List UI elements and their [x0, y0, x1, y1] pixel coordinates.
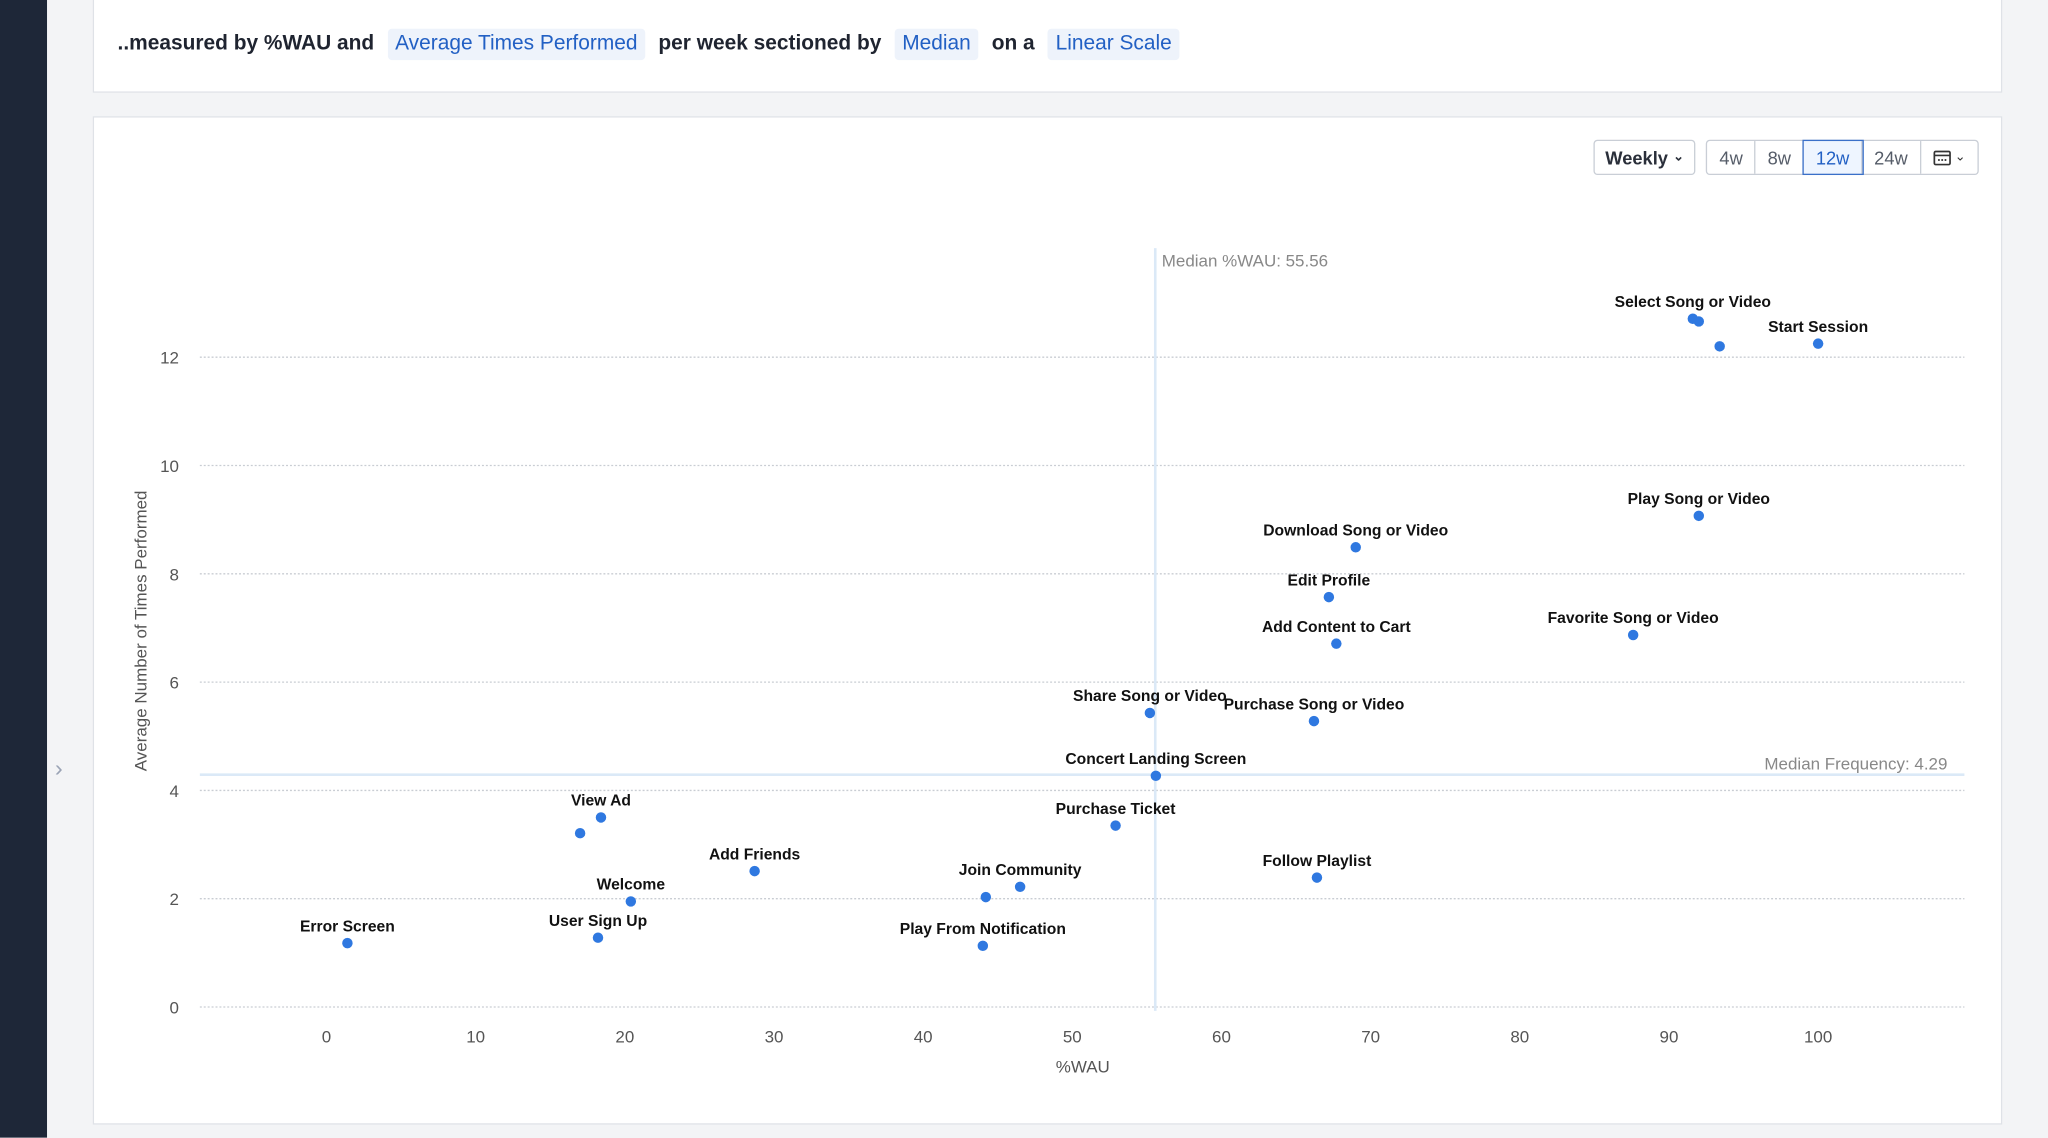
range-4w[interactable]: 4w	[1708, 141, 1756, 174]
data-point-label: Start Session	[1768, 319, 1868, 336]
data-point	[980, 891, 992, 903]
range-12w[interactable]: 12w	[1802, 139, 1864, 176]
data-point	[625, 896, 637, 907]
data-point	[749, 865, 760, 877]
range-8w[interactable]: 8w	[1756, 141, 1805, 174]
y-tick-label: 6	[170, 674, 179, 693]
data-point	[595, 812, 607, 823]
data-point-label: Add Content to Cart	[1262, 619, 1411, 636]
range-selector: 4w 8w 12w 24w ⌄	[1706, 139, 1979, 176]
data-point-label: Purchase Ticket	[1056, 801, 1177, 818]
range-24w[interactable]: 24w	[1862, 141, 1921, 174]
y-axis-title: Average Number of Times Performed	[131, 490, 150, 771]
date-picker-button[interactable]: ⌄	[1921, 141, 1978, 174]
data-point-label: Follow Playlist	[1263, 853, 1373, 870]
x-tick-label: 70	[1361, 1027, 1380, 1046]
median-frequency-label: Median Frequency: 4.29	[1764, 754, 1947, 773]
section-selector[interactable]: Median	[894, 28, 979, 61]
y-tick-label: 8	[170, 565, 179, 584]
data-point-label: Concert Landing Screen	[1065, 751, 1246, 768]
calendar-icon	[1933, 150, 1951, 166]
x-tick-label: 0	[322, 1027, 331, 1046]
data-point-label: Download Song or Video	[1263, 523, 1448, 540]
data-point-label: Edit Profile	[1288, 572, 1371, 589]
y-tick-label: 0	[170, 999, 179, 1018]
x-tick-label: 80	[1510, 1027, 1529, 1046]
x-tick-label: 100	[1804, 1027, 1832, 1046]
data-point	[342, 937, 353, 949]
data-point-label: Error Screen	[300, 918, 395, 935]
y-tick-label: 12	[160, 349, 179, 368]
x-tick-label: 10	[466, 1027, 485, 1046]
query-summary-card: ..measured by %WAU and Average Times Per…	[92, 0, 2003, 93]
data-point	[1693, 510, 1705, 522]
data-point	[574, 827, 586, 839]
query-middle: per week sectioned by	[658, 32, 882, 55]
data-point-label: View Ad	[571, 793, 631, 810]
data-point	[1714, 341, 1725, 352]
scale-selector[interactable]: Linear Scale	[1047, 28, 1180, 61]
data-point	[1311, 872, 1323, 883]
y-tick-label: 10	[160, 457, 179, 476]
query-sentence: ..measured by %WAU and Average Times Per…	[117, 28, 1180, 61]
y-tick-label: 4	[170, 782, 179, 801]
data-point-label: Add Friends	[709, 846, 801, 863]
data-point-label: User Sign Up	[549, 913, 647, 930]
x-tick-label: 20	[615, 1027, 634, 1046]
data-point	[1693, 316, 1705, 327]
chart-card: Weekly ⌄ 4w 8w 12w 24w ⌄	[92, 116, 2003, 1125]
data-point-label: Select Song or Video	[1615, 294, 1771, 311]
sidebar	[0, 0, 48, 1138]
data-point-label: Welcome	[597, 877, 666, 894]
data-point	[1331, 638, 1342, 649]
data-point	[1350, 542, 1361, 553]
chevron-down-icon: ⌄	[1954, 150, 1966, 165]
chevron-down-icon: ⌄	[1673, 150, 1685, 165]
data-point	[1144, 707, 1156, 719]
query-prefix: ..measured by %WAU and	[117, 32, 375, 55]
data-point-label: Play Song or Video	[1628, 491, 1770, 508]
x-tick-label: 30	[765, 1027, 784, 1046]
data-point-label: Play From Notification	[900, 921, 1066, 938]
data-point	[1323, 591, 1335, 603]
y-tick-label: 2	[170, 890, 179, 909]
interval-value: Weekly	[1605, 146, 1668, 168]
x-tick-label: 90	[1660, 1027, 1679, 1046]
data-point	[592, 932, 604, 943]
metric-selector[interactable]: Average Times Performed	[387, 28, 646, 61]
data-point-label: Join Community	[959, 862, 1082, 879]
data-point-label: Purchase Song or Video	[1224, 696, 1405, 713]
data-point	[1308, 715, 1320, 727]
data-point-label: Favorite Song or Video	[1548, 610, 1719, 627]
median-wau-label: Median %WAU: 55.56	[1162, 251, 1328, 270]
interval-dropdown[interactable]: Weekly ⌄	[1593, 139, 1696, 176]
data-point	[1627, 629, 1639, 641]
query-on: on a	[991, 32, 1035, 55]
data-point	[977, 940, 989, 952]
x-tick-label: 60	[1212, 1027, 1231, 1046]
data-point	[1110, 820, 1121, 831]
data-point	[1014, 881, 1026, 893]
x-tick-label: 40	[914, 1027, 933, 1046]
expand-sidebar-chevron-icon[interactable]: ›	[54, 754, 63, 782]
data-point	[1150, 770, 1162, 782]
data-point-label: Share Song or Video	[1073, 688, 1227, 705]
x-axis-title: %WAU	[1056, 1057, 1110, 1076]
chart-controls: Weekly ⌄ 4w 8w 12w 24w ⌄	[1593, 139, 1979, 176]
x-tick-label: 50	[1063, 1027, 1082, 1046]
data-point	[1812, 338, 1824, 349]
